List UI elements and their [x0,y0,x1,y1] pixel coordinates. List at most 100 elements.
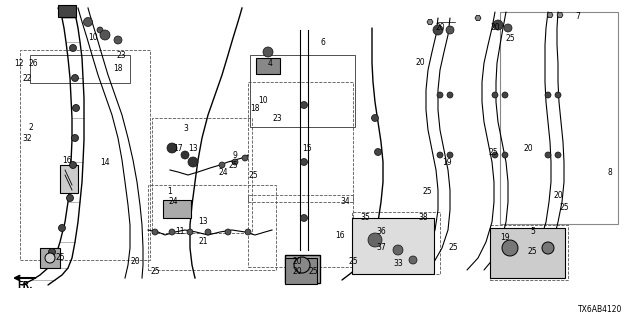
Text: 21: 21 [198,237,207,246]
Text: 26: 26 [28,59,38,68]
Circle shape [187,229,193,235]
Bar [250,55,355,127]
Text: 12: 12 [14,59,24,68]
Circle shape [100,30,110,40]
Bar [256,58,280,74]
Text: 22: 22 [22,74,31,83]
Circle shape [502,240,518,256]
Text: 33: 33 [393,259,403,268]
Text: 16: 16 [62,156,72,164]
Circle shape [242,155,248,161]
Text: 10: 10 [258,95,268,105]
Circle shape [504,24,512,32]
Bar [30,55,130,83]
Text: 7: 7 [575,12,580,20]
Circle shape [545,152,551,158]
Polygon shape [475,15,481,20]
Text: 14: 14 [100,157,109,166]
Text: 23: 23 [116,51,125,60]
Text: 25: 25 [228,161,237,170]
Text: 34: 34 [340,197,349,206]
Text: 20: 20 [553,190,563,199]
Circle shape [301,101,307,108]
Circle shape [368,233,382,247]
Circle shape [301,158,307,165]
Text: 25: 25 [308,268,317,276]
Text: 24: 24 [168,197,178,206]
Bar [58,5,76,17]
Bar [352,212,440,274]
Text: 20: 20 [435,22,445,31]
Circle shape [433,25,443,35]
Text: 18: 18 [250,103,259,113]
Text: 38: 38 [418,213,428,222]
Bar [60,165,78,193]
Text: 25: 25 [248,171,258,180]
Circle shape [188,157,198,167]
Circle shape [409,256,417,264]
Bar [285,258,317,284]
Text: 20: 20 [292,268,301,276]
Bar [20,50,150,260]
Text: 19: 19 [442,157,452,166]
Text: 17: 17 [173,143,182,153]
Circle shape [492,92,498,98]
Text: 20: 20 [415,58,424,67]
Circle shape [492,152,498,158]
Circle shape [447,152,453,158]
Text: 13: 13 [188,143,198,153]
Circle shape [446,26,454,34]
Polygon shape [427,20,433,25]
Text: 25: 25 [528,247,538,257]
Circle shape [67,195,74,202]
Text: 20: 20 [130,257,140,266]
Circle shape [545,92,551,98]
Circle shape [555,152,561,158]
Circle shape [169,229,175,235]
Circle shape [45,253,55,263]
Text: 2: 2 [28,123,33,132]
Circle shape [72,105,79,111]
Text: 36: 36 [376,228,386,236]
Circle shape [447,92,453,98]
Text: 20: 20 [490,22,500,31]
Circle shape [72,134,79,141]
Bar [148,185,276,270]
Text: 11: 11 [175,228,184,236]
Circle shape [72,75,79,82]
Text: 1: 1 [167,188,172,196]
Text: 25: 25 [348,258,358,267]
Circle shape [114,36,122,44]
Text: 37: 37 [376,244,386,252]
Bar [40,248,60,268]
Circle shape [205,229,211,235]
Circle shape [167,143,177,153]
Text: TX6AB4120: TX6AB4120 [578,305,622,314]
Circle shape [152,229,158,235]
Bar [285,255,320,283]
Text: 23: 23 [272,114,282,123]
Circle shape [219,162,225,168]
Text: 4: 4 [268,59,273,68]
Text: FR.: FR. [17,281,33,290]
Text: 32: 32 [22,133,31,142]
Text: 6: 6 [320,37,325,46]
Bar [490,228,565,278]
Text: 18: 18 [113,63,122,73]
Circle shape [97,27,103,33]
Text: 25: 25 [505,34,515,43]
Circle shape [393,245,403,255]
Circle shape [263,47,273,57]
Text: 25: 25 [560,204,570,212]
Text: 25: 25 [448,244,458,252]
Circle shape [437,92,443,98]
Circle shape [58,225,65,231]
Text: 24: 24 [218,167,228,177]
Text: 10: 10 [88,33,98,42]
Circle shape [493,20,503,30]
Text: 25: 25 [55,253,65,262]
Bar [152,118,252,233]
Circle shape [245,229,251,235]
Bar [500,12,618,224]
Circle shape [371,115,378,122]
